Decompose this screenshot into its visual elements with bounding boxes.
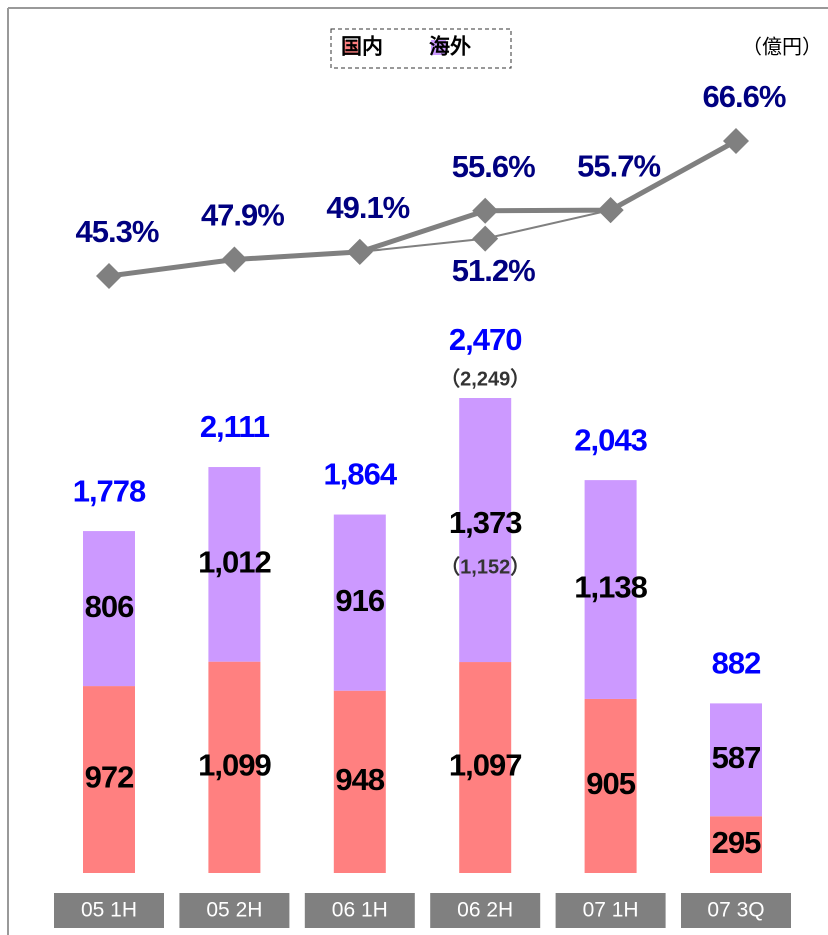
segment-label: 1,138 [574,570,647,605]
segment-label: 587 [712,740,761,775]
bar-segment [710,816,762,873]
total-label: 1,778 [73,473,146,508]
category-box [54,893,164,928]
total-label: 2,111 [200,409,270,444]
bar-segment [83,531,135,687]
legend-label: 海外 [429,35,471,59]
bar-segment [83,686,135,873]
line-marker [597,197,624,224]
line-marker [346,238,373,265]
total-label: 882 [712,646,761,681]
bar-segment [584,698,637,873]
segment-label: 972 [85,760,134,795]
line-marker [723,128,749,154]
category-box [555,893,666,928]
x-tick-label: 05 1H [81,899,137,922]
line-marker [221,246,248,273]
segment-label: 916 [335,583,384,618]
segment-label: 905 [586,766,635,801]
total-alt-label: （2,249） [440,367,530,390]
line-label: 49.1% [326,190,409,225]
category-box [681,893,791,928]
legend-box [330,28,512,69]
segment-label: 1,373 [449,505,522,540]
category-box [304,893,415,928]
category-box [179,893,290,928]
bar-segment [208,661,261,873]
legend-swatch [343,40,358,55]
line [108,138,738,279]
x-tick-label: 07 1H [583,899,639,922]
line-label: 55.6% [452,149,535,184]
unit-label: （億円） [742,35,822,58]
line-marker [472,197,499,224]
bar-segment [710,703,762,817]
line-label: 45.3% [76,214,159,249]
line-label: 66.6% [703,79,786,114]
line-marker [472,225,499,252]
segment-label: 1,097 [449,748,522,783]
total-label: 2,470 [449,322,522,357]
x-tick-label: 06 1H [332,899,388,922]
segment-alt-label: （1,152） [440,555,530,578]
line-label: 47.9% [201,198,284,233]
total-label: 1,864 [324,457,398,492]
segment-label: 1,012 [198,545,271,580]
x-tick-label: 07 3Q [707,899,764,922]
segment-label: 948 [335,762,384,797]
bar-segment [333,690,386,873]
bar-segment [333,514,386,691]
segment-label: 295 [712,825,761,860]
bar-segment [459,398,512,663]
x-tick-label: 05 2H [206,899,262,922]
bar-segment [208,467,261,662]
bar-segment [459,662,512,873]
segment-label: 1,099 [198,748,271,783]
x-tick-label: 06 2H [457,899,513,922]
segment-label: 806 [85,589,134,624]
line-label: 51.2% [452,253,535,288]
legend-swatch [431,40,446,55]
bar-segment [584,480,637,699]
line-label: 55.7% [577,148,660,183]
total-label: 2,043 [574,422,647,457]
category-box [430,893,541,928]
legend-label: 国内 [341,35,383,59]
line-marker [96,263,122,289]
